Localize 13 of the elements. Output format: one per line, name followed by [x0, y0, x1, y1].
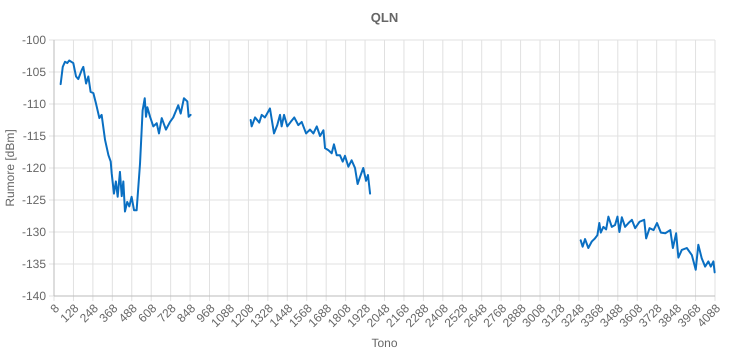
chart-title: QLN [370, 10, 398, 25]
y-tick-label: -100 [22, 33, 46, 48]
y-tick-label: -140 [22, 289, 46, 304]
y-tick-label: -105 [22, 65, 46, 80]
y-tick-label: -130 [22, 225, 46, 240]
y-tick-label: -120 [22, 161, 46, 176]
y-axis-title: Rumore [dBm] [3, 129, 17, 207]
y-tick-label: -125 [22, 193, 46, 208]
x-axis-title: Tono [371, 336, 398, 350]
y-tick-label: -115 [22, 129, 46, 144]
y-tick-label: -135 [22, 257, 46, 272]
x-tick-label: 8 [47, 300, 62, 316]
y-tick-label: -110 [22, 97, 46, 112]
